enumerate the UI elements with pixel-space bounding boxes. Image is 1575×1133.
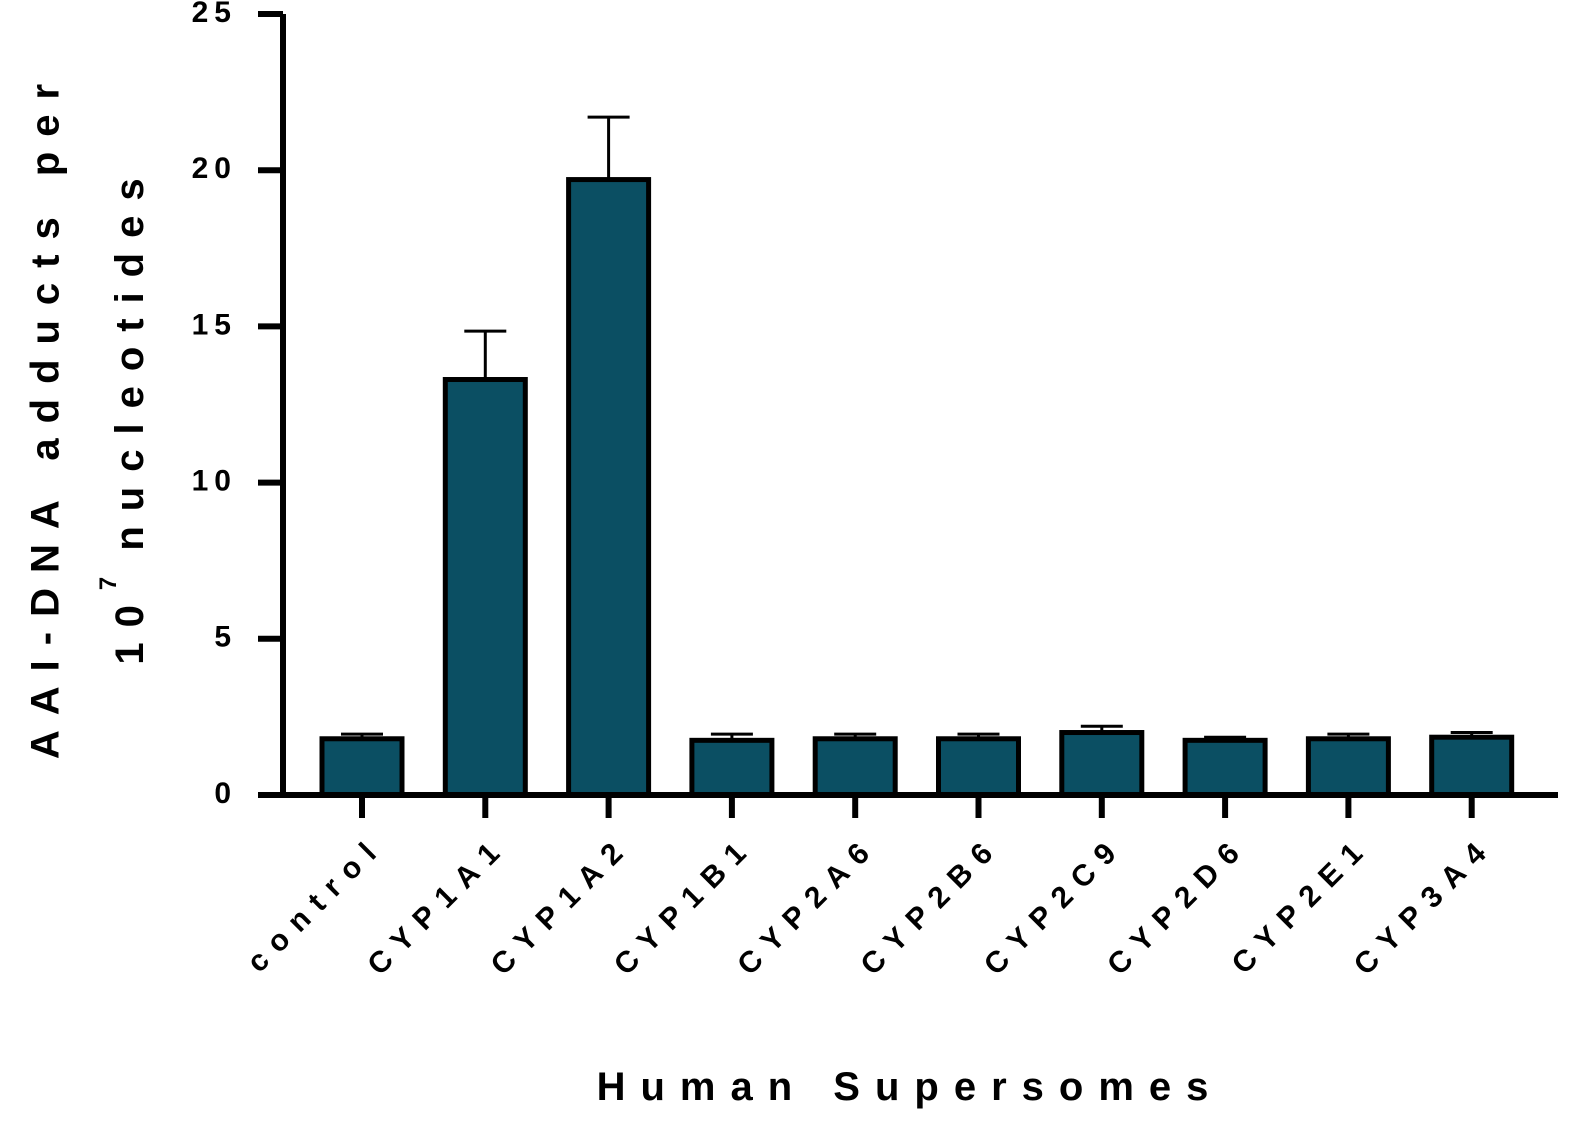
bar-cyp1a2 (566, 177, 652, 798)
y-axis-title-base: 10 (108, 590, 152, 665)
bar-cyp2d6 (1182, 737, 1268, 798)
y-axis-ticks: 0 5 10 15 20 25 (192, 0, 283, 810)
x-axis-ticks: controlCYP1A1CYP1A2CYP1B1CYP2A6CYP2B6CYP… (241, 795, 1500, 982)
bar-cyp1b1 (689, 737, 775, 798)
bar-cyp1a1 (442, 377, 528, 798)
y-tick-label: 10 (192, 465, 237, 498)
bar-cyp3a4 (1429, 734, 1515, 798)
y-axis-title-rest: nucleotides (108, 163, 152, 576)
y-tick-label: 5 (214, 621, 237, 654)
y-axis-title-exponent: 7 (95, 577, 122, 590)
y-tick-label: 20 (192, 152, 237, 185)
plot-area (319, 115, 1515, 798)
y-axis-title-line2: 107 nucleotides (95, 163, 151, 664)
bar-cyp2e1 (1305, 736, 1391, 798)
y-tick-label: 0 (214, 777, 237, 810)
x-axis-title: Human Supersomes (597, 1065, 1224, 1109)
bar-cyp2a6 (812, 736, 898, 798)
y-tick-label: 15 (192, 308, 237, 341)
bar-cyp2c9 (1059, 730, 1145, 798)
axes (258, 14, 1558, 798)
bar-cyp2b6 (936, 736, 1021, 798)
y-tick-label: 25 (192, 0, 237, 29)
bar-control (319, 736, 405, 798)
y-axis-title-line1: AAI-DNA adducts per (24, 69, 68, 759)
